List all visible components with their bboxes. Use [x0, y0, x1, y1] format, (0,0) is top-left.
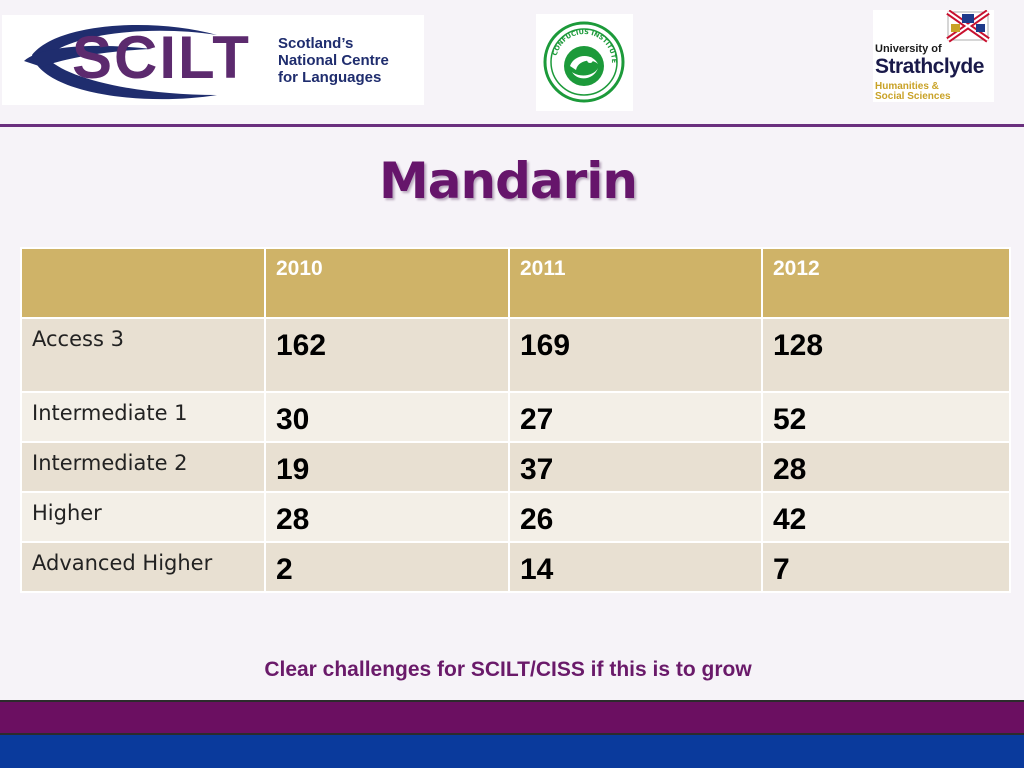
scilt-subtitle: Scotland’s National Centre for Languages	[278, 35, 389, 86]
table-cell: 30	[264, 391, 510, 443]
strathclyde-line1: University of	[875, 43, 942, 55]
table-cell: 14	[508, 541, 763, 593]
strathclyde-faculty: Humanities & Social Sciences	[875, 82, 951, 102]
table-cell: 169	[508, 317, 763, 393]
table-cell: 28	[761, 441, 1011, 493]
table-cell: 27	[508, 391, 763, 443]
row-label: Advanced Higher	[20, 541, 266, 593]
slide-caption: Clear challenges for SCILT/CISS if this …	[264, 658, 752, 681]
table-header-cell: 2011	[508, 247, 763, 319]
scilt-swoosh-icon	[24, 24, 217, 100]
strathclyde-line2: Strathclyde	[875, 55, 984, 78]
table-cell: 2	[264, 541, 510, 593]
table-cell: 28	[264, 491, 510, 543]
table-cell: 42	[761, 491, 1011, 543]
table-header-cell: 2010	[264, 247, 510, 319]
confucius-institute-logo: CONFUCIUS INSTITUTE	[536, 14, 633, 111]
results-table: 2010 2011 2012 Access 3 162 169 128 Inte…	[20, 247, 1011, 593]
row-label: Intermediate 2	[20, 441, 266, 493]
row-label: Higher	[20, 491, 266, 543]
table-cell: 128	[761, 317, 1011, 393]
table-row: Higher 28 26 42	[20, 491, 1011, 543]
scilt-subtitle-line: National Centre	[278, 52, 389, 69]
row-label: Access 3	[20, 317, 266, 393]
table-row: Advanced Higher 2 14 7	[20, 541, 1011, 593]
header-divider	[0, 124, 1024, 127]
strathclyde-crest-icon	[946, 10, 990, 43]
table-row: Intermediate 1 30 27 52	[20, 391, 1011, 443]
slide-title: Mandarin	[378, 152, 638, 210]
table-cell: 37	[508, 441, 763, 493]
scilt-logo: SCILT Scotland’s National Centre for Lan…	[2, 15, 424, 105]
scilt-subtitle-line: Scotland’s	[278, 35, 354, 52]
table-row: Access 3 162 169 128	[20, 317, 1011, 393]
footer-band-purple	[0, 700, 1024, 733]
footer-band-blue	[0, 733, 1024, 768]
table-header-row: 2010 2011 2012	[20, 247, 1011, 319]
table-cell: 162	[264, 317, 510, 393]
row-label: Intermediate 1	[20, 391, 266, 443]
confucius-emblem-icon: CONFUCIUS INSTITUTE	[543, 21, 625, 103]
scilt-subtitle-line: for Languages	[278, 69, 382, 86]
table-header-cell: 2012	[761, 247, 1011, 319]
table-cell: 52	[761, 391, 1011, 443]
table-cell: 19	[264, 441, 510, 493]
strathclyde-faculty-line: Social Sciences	[875, 91, 951, 102]
table-cell: 26	[508, 491, 763, 543]
table-header-cell	[20, 247, 266, 319]
scilt-wordmark: SCILT	[72, 24, 251, 91]
table-cell: 7	[761, 541, 1011, 593]
strathclyde-logo: University of Strathclyde Humanities & S…	[873, 10, 994, 102]
table-row: Intermediate 2 19 37 28	[20, 441, 1011, 493]
strathclyde-faculty-line: Humanities &	[875, 81, 939, 92]
